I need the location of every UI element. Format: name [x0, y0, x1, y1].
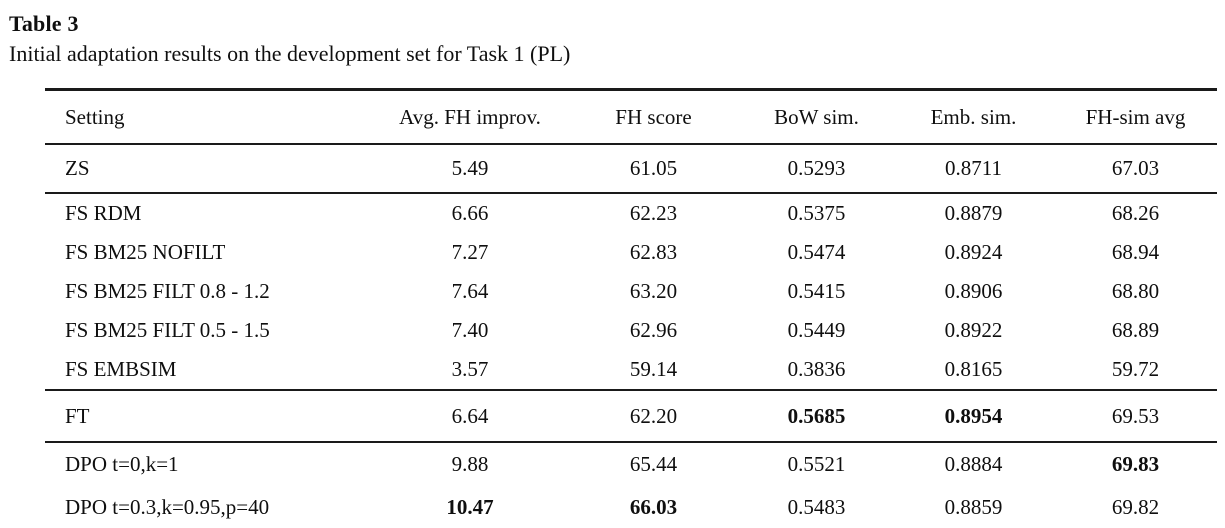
table-row: DPO t=0.3,k=0.95,p=40 10.47 66.03 0.5483…	[45, 486, 1217, 528]
table-row: DPO t=0,k=1 9.88 65.44 0.5521 0.8884 69.…	[45, 442, 1217, 486]
value-cell: 9.88	[451, 452, 489, 476]
column-header-bow-sim: BoW sim.	[774, 104, 859, 129]
value-cell: 0.5474	[787, 240, 846, 264]
value-cell-bold: 69.83	[1111, 452, 1160, 476]
value-cell: 0.8906	[944, 279, 1003, 303]
table-row: FS BM25 FILT 0.5 - 1.5 7.40 62.96 0.5449…	[45, 311, 1217, 350]
table-row: FS EMBSIM 3.57 59.14 0.3836 0.8165 59.72	[45, 350, 1217, 390]
value-cell: 0.5521	[787, 452, 846, 476]
value-cell: 63.20	[629, 279, 678, 303]
column-header-emb-sim: Emb. sim.	[930, 104, 1017, 129]
value-cell: 68.80	[1111, 279, 1160, 303]
group-zs: ZS 5.49 61.05 0.5293 0.8711 67.03	[45, 144, 1217, 193]
setting-cell: FT	[65, 403, 90, 428]
column-header-fh-score: FH score	[615, 104, 692, 129]
group-fs: FS RDM 6.66 62.23 0.5375 0.8879 68.26 FS…	[45, 193, 1217, 390]
setting-cell: FS EMBSIM	[65, 357, 177, 381]
value-cell: 61.05	[629, 156, 678, 180]
table-row: FT 6.64 62.20 0.5685 0.8954 69.53	[45, 390, 1217, 442]
table-header: Setting Avg. FH improv. FH score BoW sim…	[45, 89, 1217, 144]
value-cell: 59.14	[629, 357, 678, 381]
value-cell: 65.44	[629, 452, 678, 476]
results-table: Setting Avg. FH improv. FH score BoW sim…	[45, 88, 1217, 528]
setting-cell: FS RDM	[65, 201, 142, 225]
value-cell: 6.64	[451, 403, 489, 428]
value-cell: 62.96	[629, 318, 678, 342]
value-cell: 67.03	[1111, 156, 1160, 180]
value-cell: 7.40	[451, 318, 489, 342]
value-cell: 68.94	[1111, 240, 1160, 264]
value-cell: 0.5415	[787, 279, 846, 303]
value-cell: 62.23	[629, 201, 678, 225]
value-cell: 68.26	[1111, 201, 1160, 225]
table-row: FS BM25 FILT 0.8 - 1.2 7.64 63.20 0.5415…	[45, 272, 1217, 311]
group-ft: FT 6.64 62.20 0.5685 0.8954 69.53	[45, 390, 1217, 442]
column-header-setting: Setting	[65, 104, 125, 129]
value-cell: 59.72	[1111, 357, 1160, 381]
setting-cell: FS BM25 FILT 0.8 - 1.2	[65, 279, 270, 303]
setting-cell: DPO t=0,k=1	[65, 452, 179, 476]
value-cell: 6.66	[451, 201, 489, 225]
value-cell-bold: 0.8954	[944, 403, 1003, 428]
table-row: ZS 5.49 61.05 0.5293 0.8711 67.03	[45, 144, 1217, 193]
table-caption: Initial adaptation results on the develo…	[9, 41, 571, 66]
value-cell-bold: 0.5685	[787, 403, 846, 428]
setting-cell: DPO t=0.3,k=0.95,p=40	[65, 495, 270, 519]
value-cell: 0.3836	[787, 357, 846, 381]
value-cell: 0.8922	[944, 318, 1003, 342]
value-cell: 0.8884	[944, 452, 1003, 476]
value-cell: 0.8859	[944, 495, 1003, 519]
group-dpo: DPO t=0,k=1 9.88 65.44 0.5521 0.8884 69.…	[45, 442, 1217, 528]
value-cell: 0.5449	[787, 318, 846, 342]
value-cell: 62.20	[629, 403, 678, 428]
value-cell: 69.82	[1111, 495, 1160, 519]
setting-cell: FS BM25 FILT 0.5 - 1.5	[65, 318, 270, 342]
setting-cell: FS BM25 NOFILT	[65, 240, 226, 264]
value-cell: 0.8165	[944, 357, 1003, 381]
column-header-fh-sim-avg: FH-sim avg	[1085, 104, 1186, 129]
value-cell: 0.5483	[787, 495, 846, 519]
value-cell: 62.83	[629, 240, 678, 264]
value-cell: 5.49	[451, 156, 489, 180]
value-cell: 0.5375	[787, 201, 846, 225]
column-header-avg-fh-improv: Avg. FH improv.	[399, 104, 541, 129]
value-cell: 68.89	[1111, 318, 1160, 342]
table-title: Table 3	[9, 11, 79, 36]
value-cell-bold: 10.47	[446, 495, 494, 519]
value-cell: 0.8879	[944, 201, 1003, 225]
table-row: FS BM25 NOFILT 7.27 62.83 0.5474 0.8924 …	[45, 233, 1217, 272]
setting-cell: ZS	[65, 156, 90, 180]
value-cell: 0.5293	[787, 156, 846, 180]
value-cell: 0.8711	[945, 156, 1002, 180]
value-cell: 69.53	[1111, 403, 1160, 428]
table-row: FS RDM 6.66 62.23 0.5375 0.8879 68.26	[45, 193, 1217, 233]
value-cell: 0.8924	[944, 240, 1003, 264]
value-cell: 3.57	[451, 357, 489, 381]
header-row: Setting Avg. FH improv. FH score BoW sim…	[45, 89, 1217, 144]
value-cell-bold: 66.03	[629, 495, 678, 519]
value-cell: 7.27	[451, 240, 489, 264]
value-cell: 7.64	[451, 279, 489, 303]
